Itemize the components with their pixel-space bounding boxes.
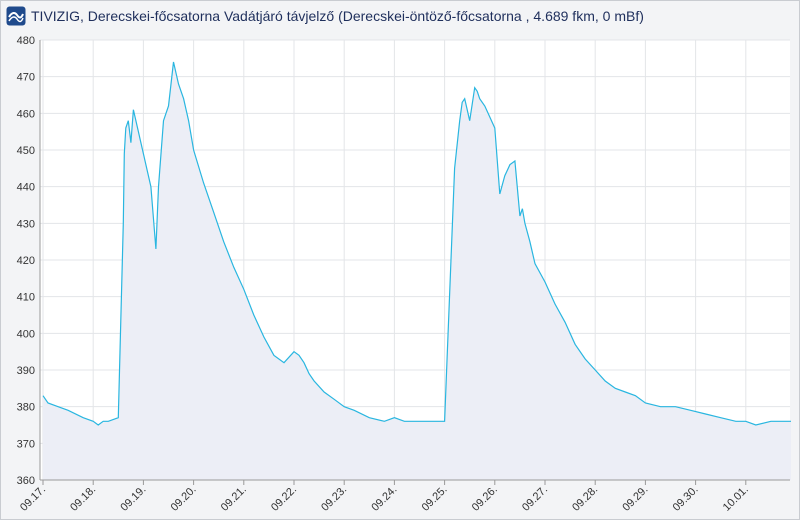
x-tick-label: 10.01. — [721, 484, 751, 514]
y-tick-label: 360 — [17, 475, 35, 487]
x-tick-label: 09.30. — [671, 484, 701, 514]
chart-title: TIVIZIG, Derecskei-főcsatorna Vadátjáró … — [31, 8, 644, 24]
x-tick-label: 09.25. — [420, 484, 450, 514]
y-tick-label: 370 — [17, 438, 35, 450]
y-tick-label: 450 — [17, 145, 35, 157]
y-tick-label: 380 — [17, 402, 35, 414]
y-tick-label: 460 — [17, 108, 35, 120]
x-tick-label: 09.22. — [269, 484, 299, 514]
y-tick-label: 480 — [17, 35, 35, 47]
x-tick-label: 09.20. — [169, 484, 199, 514]
y-tick-label: 390 — [17, 365, 35, 377]
y-tick-label: 410 — [17, 292, 35, 304]
tivizig-logo-icon — [6, 6, 26, 26]
x-tick-label: 09.18. — [68, 484, 98, 514]
y-tick-label: 420 — [17, 255, 35, 267]
y-tick-label: 430 — [17, 218, 35, 230]
x-tick-label: 09.26. — [470, 484, 500, 514]
series-area — [43, 62, 791, 480]
x-tick-label: 09.21. — [219, 484, 249, 514]
series-line — [42, 61, 791, 426]
y-tick-label: 400 — [17, 328, 35, 340]
axes — [39, 40, 790, 485]
area-layer — [42, 61, 791, 480]
y-tick-label: 440 — [17, 182, 35, 194]
x-tick-label: 09.23. — [319, 484, 349, 514]
x-tick-label: 09.19. — [118, 484, 148, 514]
chart-header: TIVIZIG, Derecskei-főcsatorna Vadátjáró … — [6, 6, 644, 26]
x-tick-label: 09.27. — [520, 484, 550, 514]
x-tick-label: 09.29. — [620, 484, 650, 514]
x-tick-label: 09.17. — [18, 484, 48, 514]
x-tick-label: 09.28. — [570, 484, 600, 514]
y-tick-label: 470 — [17, 72, 35, 84]
x-tick-label: 09.24. — [369, 484, 399, 514]
